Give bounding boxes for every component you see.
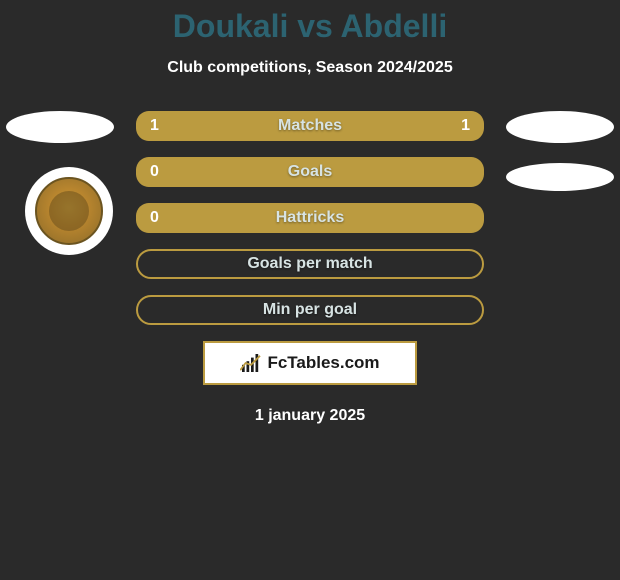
comparison-card: Doukali vs Abdelli Club competitions, Se… [0,0,620,425]
player-right-avatar-placeholder [506,111,614,143]
brand-label: FcTables.com [267,353,379,373]
stat-label: Hattricks [136,203,484,233]
stat-label: Min per goal [136,295,484,325]
date-label: 1 january 2025 [0,407,620,425]
club-badge-icon [35,177,103,245]
stat-value-left: 1 [150,111,159,141]
subtitle: Club competitions, Season 2024/2025 [0,59,620,77]
stat-row: Hattricks0 [136,203,484,233]
page-title: Doukali vs Abdelli [0,8,620,45]
stat-row: Matches1 1 [136,111,484,141]
brand-box[interactable]: FcTables.com [203,341,417,385]
stat-value-right: 1 [461,111,470,141]
player-left-club-logo [25,167,113,255]
stats-area: Matches11Goals0Hattricks0Goals per match… [0,111,620,425]
bar-chart-icon [240,354,262,372]
stat-label: Matches [136,111,484,141]
stat-label: Goals [136,157,484,187]
stat-value-left: 0 [150,203,159,233]
stat-row: Goals per match [136,249,484,279]
stat-row: Goals0 [136,157,484,187]
stat-label: Goals per match [136,249,484,279]
stats-column: Matches11Goals0Hattricks0Goals per match… [136,111,484,325]
stat-row: Min per goal [136,295,484,325]
player-right-club-placeholder [506,163,614,191]
stat-value-left: 0 [150,157,159,187]
player-left-avatar-placeholder [6,111,114,143]
